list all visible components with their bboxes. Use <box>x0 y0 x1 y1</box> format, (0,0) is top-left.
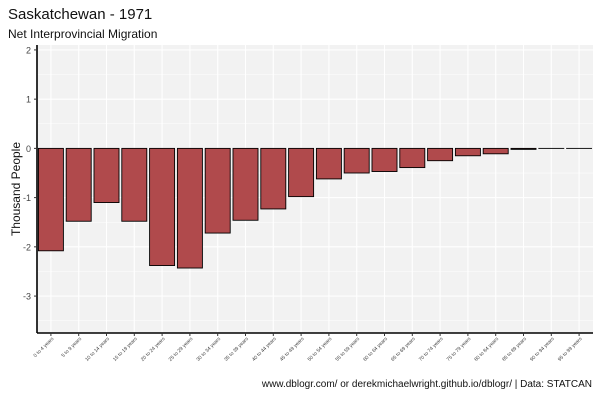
bar <box>399 147 426 169</box>
x-tick-label: 90 to 94 years <box>529 336 556 363</box>
chart-subtitle: Net Interprovincial Migration <box>8 27 158 41</box>
bar <box>343 147 370 174</box>
x-tick-label: 45 to 49 years <box>279 336 306 363</box>
bar <box>204 147 231 234</box>
bar <box>149 147 176 267</box>
x-tick-label: 10 to 14 years <box>84 336 111 363</box>
chart-title: Saskatchewan - 1971 <box>8 6 153 23</box>
y-tick-label: -3 <box>23 292 31 302</box>
bar <box>454 147 481 157</box>
bar <box>315 147 342 180</box>
bar <box>121 147 148 222</box>
y-tick-label: -1 <box>23 193 31 203</box>
axes <box>34 45 593 336</box>
x-tick-label: 5 to 9 years <box>60 336 83 359</box>
bar <box>371 147 398 172</box>
x-tick-label: 55 to 59 years <box>334 336 361 363</box>
x-tick-label: 20 to 24 years <box>140 336 167 363</box>
x-tick-label: 80 to 84 years <box>473 336 500 363</box>
y-tick-label: -2 <box>23 242 31 252</box>
bar <box>232 147 259 221</box>
y-tick-labels: 2 1 0 -1 -2 -3 <box>23 45 31 301</box>
bar <box>427 147 454 162</box>
plot-panel <box>37 45 593 333</box>
x-tick-label: 95 to 99 years <box>557 336 584 363</box>
y-tick-label: 1 <box>26 95 31 105</box>
x-tick-label: 70 to 74 years <box>418 336 445 363</box>
bar <box>260 147 287 210</box>
chart-caption: www.dblogr.com/ or derekmichaelwright.gi… <box>261 379 592 390</box>
bar <box>176 147 203 269</box>
bars <box>37 147 593 269</box>
x-tick-label: 35 to 39 years <box>223 336 250 363</box>
x-tick-label: 60 to 64 years <box>362 336 389 363</box>
x-tick-labels: 0 to 4 years 5 to 9 years 10 to 14 years 15… <box>33 336 584 363</box>
y-tick-label: 0 <box>26 144 31 154</box>
x-tick-label: 65 to 69 years <box>390 336 417 363</box>
bar <box>482 147 509 155</box>
x-tick-label: 0 to 4 years <box>33 336 56 359</box>
bar <box>37 147 64 252</box>
x-tick-label: 25 to 29 years <box>168 336 195 363</box>
x-tick-label: 30 to 34 years <box>195 336 222 363</box>
x-tick-label: 75 to 79 years <box>446 336 473 363</box>
bar <box>65 147 92 222</box>
x-tick-label: 15 to 19 years <box>112 336 139 363</box>
bar <box>93 147 120 203</box>
x-tick-label: 50 to 54 years <box>307 336 334 363</box>
x-tick-label: 85 to 89 years <box>501 336 528 363</box>
y-tick-label: 2 <box>26 45 31 55</box>
x-tick-label: 40 to 44 years <box>251 336 278 363</box>
bar <box>510 147 537 150</box>
bar <box>288 147 315 198</box>
